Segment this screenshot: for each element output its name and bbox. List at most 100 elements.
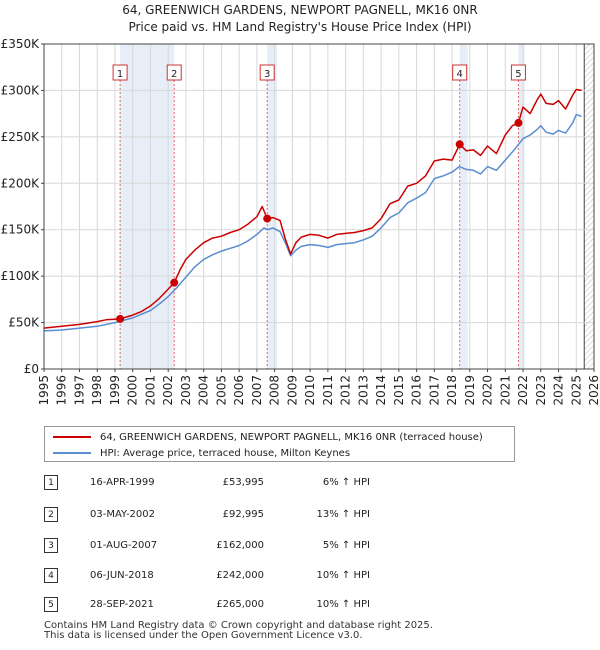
y-tick-label: £300K [1, 83, 41, 97]
price-chart: 64, GREENWICH GARDENS, NEWPORT PAGNELL, … [1, 3, 600, 406]
x-tick-label: 2000 [126, 375, 140, 406]
table-row: 5 28-SEP-2021 £265,000 10% ↑ HPI [44, 597, 394, 613]
hpi-series-line [43, 113, 582, 332]
transaction-number: 4 [44, 568, 58, 583]
x-tick-label: 2021 [498, 375, 512, 406]
x-tick-label: 2009 [285, 375, 299, 406]
legend-swatch-property [53, 436, 91, 438]
marker-box-5 [510, 64, 526, 81]
sale-point-1 [116, 314, 125, 323]
chart-title: 64, GREENWICH GARDENS, NEWPORT PAGNELL, … [122, 3, 477, 17]
transaction-number: 5 [44, 597, 58, 612]
transaction-price: £242,000 [216, 570, 264, 581]
x-tick-label: 2015 [392, 375, 406, 406]
shaded-period [267, 44, 277, 369]
sale-point-4 [455, 140, 464, 149]
x-tick-label: 2016 [410, 375, 424, 406]
transaction-price: £162,000 [216, 540, 264, 551]
x-tick-label: 2001 [143, 375, 157, 406]
x-tick-label: 2023 [534, 375, 548, 406]
forecast-hatch [584, 44, 594, 369]
transaction-price: £92,995 [222, 509, 264, 520]
legend-swatch-hpi [53, 452, 91, 454]
transaction-date: 03-MAY-2002 [90, 509, 156, 520]
y-tick-label: £250K [1, 130, 41, 144]
x-tick-label: 2005 [214, 375, 228, 406]
x-tick-label: 2025 [569, 375, 583, 406]
x-tick-label: 1996 [55, 375, 69, 406]
marker-box-4 [452, 64, 468, 81]
x-tick-label: 2007 [250, 375, 264, 406]
marker-label-5: 5 [515, 69, 521, 80]
chart-legend: 64, GREENWICH GARDENS, NEWPORT PAGNELL, … [44, 426, 515, 462]
legend-label-hpi: HPI: Average price, terraced house, Milt… [100, 447, 351, 459]
x-tick-label: 2003 [179, 375, 193, 406]
marker-box-3 [259, 64, 275, 81]
x-tick-label: 2026 [587, 375, 600, 406]
y-tick-label: £50K [8, 316, 40, 330]
sale-point-3 [263, 214, 272, 223]
x-tick-label: 2012 [339, 375, 353, 406]
footer-line-2: This data is licensed under the Open Gov… [44, 630, 363, 641]
y-tick-label: £100K [1, 269, 41, 283]
legend-entry-hpi: HPI: Average price, terraced house, Milt… [53, 445, 350, 461]
transaction-hpi: 6% ↑ HPI [322, 477, 370, 488]
x-tick-label: 2004 [197, 375, 211, 406]
y-tick-label: £0 [24, 362, 39, 376]
x-tick-label: 1997 [72, 375, 86, 406]
x-tick-label: 2024 [552, 375, 566, 406]
y-tick-label: £350K [1, 37, 41, 51]
table-row: 4 06-JUN-2018 £242,000 10% ↑ HPI [44, 568, 394, 584]
table-row: 2 03-MAY-2002 £92,995 13% ↑ HPI [44, 507, 394, 523]
transaction-date: 01-AUG-2007 [90, 540, 158, 551]
chart-subtitle: Price paid vs. HM Land Registry's House … [128, 20, 471, 34]
shaded-period [459, 44, 468, 369]
transaction-price: £53,995 [222, 477, 264, 488]
x-tick-label: 2011 [321, 375, 335, 406]
sale-point-2 [170, 278, 179, 287]
marker-label-2: 2 [171, 69, 177, 80]
x-tick-label: 1995 [37, 375, 51, 406]
transaction-date: 16-APR-1999 [90, 477, 155, 488]
transaction-price: £265,000 [216, 599, 264, 610]
table-row: 1 16-APR-1999 £53,995 6% ↑ HPI [44, 475, 394, 491]
x-tick-label: 2019 [463, 375, 477, 406]
attribution-footer: Contains HM Land Registry data © Crown c… [44, 621, 433, 641]
x-tick-label: 2020 [481, 375, 495, 406]
table-row: 3 01-AUG-2007 £162,000 5% ↑ HPI [44, 538, 394, 554]
transaction-hpi: 10% ↑ HPI [316, 570, 370, 581]
legend-label-property: 64, GREENWICH GARDENS, NEWPORT PAGNELL, … [100, 431, 483, 443]
marker-label-1: 1 [117, 69, 123, 80]
x-tick-label: 2002 [161, 375, 175, 406]
x-tick-label: 2014 [374, 375, 388, 406]
transaction-number: 3 [44, 538, 58, 553]
x-tick-label: 2022 [516, 375, 530, 406]
shaded-period [120, 44, 175, 369]
x-tick-label: 2017 [427, 375, 441, 406]
x-tick-label: 2018 [445, 375, 459, 406]
marker-box-2 [166, 64, 182, 81]
x-tick-label: 2008 [268, 375, 282, 406]
transaction-hpi: 13% ↑ HPI [316, 509, 370, 520]
plot-frame [43, 43, 595, 370]
shaded-period [518, 44, 525, 369]
x-tick-label: 2006 [232, 375, 246, 406]
x-tick-label: 1998 [90, 375, 104, 406]
transaction-hpi: 5% ↑ HPI [322, 540, 370, 551]
sale-point-5 [514, 118, 523, 127]
transaction-hpi: 10% ↑ HPI [316, 599, 370, 610]
transaction-date: 06-JUN-2018 [90, 570, 154, 581]
y-tick-label: £150K [1, 223, 41, 237]
y-tick-label: £200K [1, 176, 41, 190]
marker-box-1 [112, 64, 128, 81]
x-tick-label: 2010 [303, 375, 317, 406]
marker-label-3: 3 [264, 69, 270, 80]
x-tick-label: 1999 [108, 375, 122, 406]
legend-entry-property: 64, GREENWICH GARDENS, NEWPORT PAGNELL, … [53, 429, 483, 445]
x-tick-label: 2013 [356, 375, 370, 406]
marker-label-4: 4 [457, 69, 463, 80]
transaction-number: 2 [44, 507, 58, 522]
transaction-date: 28-SEP-2021 [90, 599, 154, 610]
transaction-number: 1 [44, 475, 58, 490]
footer-line-1: Contains HM Land Registry data © Crown c… [44, 620, 433, 631]
